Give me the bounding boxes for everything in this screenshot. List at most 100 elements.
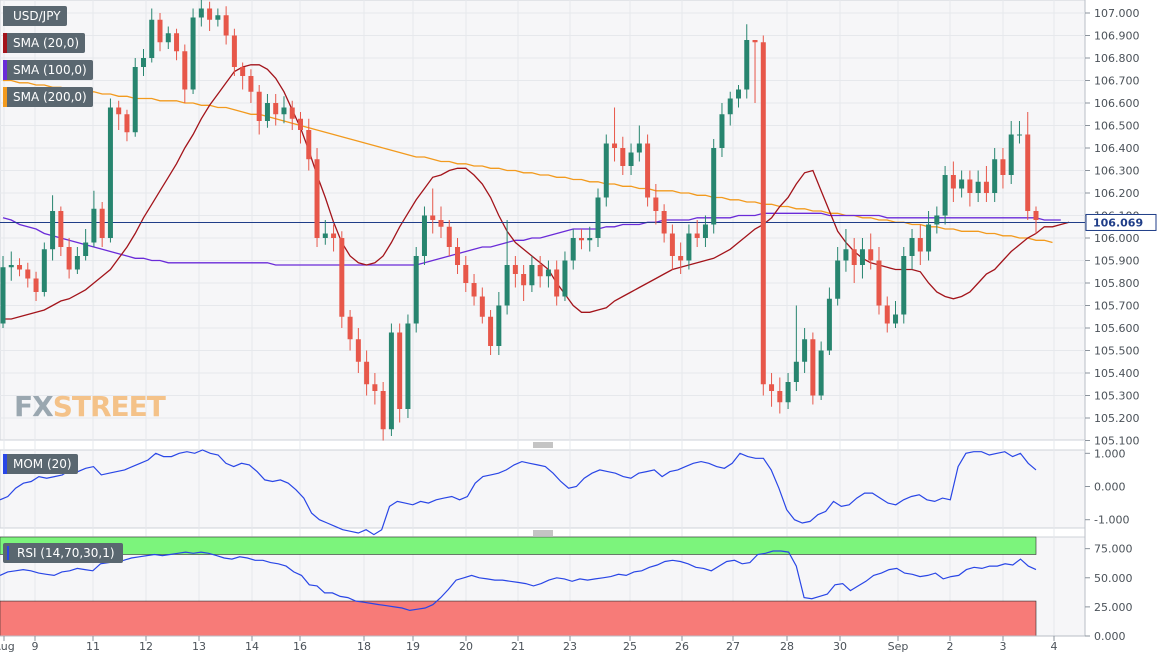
candle-body bbox=[760, 42, 766, 385]
symbol-tag[interactable]: USD/JPY bbox=[3, 6, 67, 26]
candle-body bbox=[157, 19, 163, 43]
candle-body bbox=[529, 265, 535, 286]
x-tick-label: 21 bbox=[511, 640, 525, 653]
candle-body bbox=[289, 107, 295, 119]
candle-body bbox=[504, 265, 510, 306]
x-tick-label: 19 bbox=[406, 640, 420, 653]
candle-body bbox=[793, 361, 799, 382]
candle-body bbox=[198, 8, 204, 18]
x-tick-label: 27 bbox=[726, 640, 740, 653]
candle-body bbox=[1025, 134, 1031, 211]
main-y-tick-label: 105.900 bbox=[1094, 255, 1140, 268]
candle-body bbox=[281, 107, 287, 115]
candle-body bbox=[744, 40, 750, 90]
candle-body bbox=[628, 152, 634, 166]
sma20-line bbox=[3, 64, 1070, 320]
candle-body bbox=[694, 233, 700, 238]
rsi-tag[interactable]: RSI (14,70,30,1) bbox=[3, 543, 123, 563]
candle-body bbox=[645, 143, 651, 198]
candle-body bbox=[488, 316, 494, 346]
candle-body bbox=[372, 384, 378, 391]
x-tick-label: 30 bbox=[833, 640, 847, 653]
main-y-tick-label: 105.100 bbox=[1094, 435, 1140, 448]
candle-body bbox=[826, 298, 832, 351]
candle-body bbox=[810, 339, 816, 396]
candle-body bbox=[50, 211, 56, 250]
candle-body bbox=[578, 238, 584, 241]
candle-body bbox=[58, 211, 64, 247]
candle-body bbox=[884, 305, 890, 324]
candle-body bbox=[248, 76, 254, 92]
candle-body bbox=[388, 332, 394, 430]
candle-body bbox=[455, 247, 461, 265]
x-tick-label: 11 bbox=[86, 640, 100, 653]
candle-body bbox=[545, 269, 551, 277]
candle-body bbox=[479, 296, 485, 317]
candle-body bbox=[264, 103, 270, 121]
candle-body bbox=[430, 215, 436, 220]
candle-body bbox=[99, 208, 105, 238]
moving-averages bbox=[0, 64, 1085, 320]
candle-body bbox=[727, 98, 733, 115]
candle-body bbox=[322, 233, 328, 238]
candle-body bbox=[298, 118, 304, 130]
main-pane bbox=[0, 0, 1086, 441]
x-tick-label: 18 bbox=[357, 640, 371, 653]
x-tick-label: Sep bbox=[888, 640, 909, 653]
main-y-tick-label: 105.300 bbox=[1094, 390, 1140, 403]
mom-line bbox=[0, 449, 1037, 536]
candle-body bbox=[802, 339, 808, 362]
mom-label: MOM (20) bbox=[13, 457, 72, 471]
sma20-marker bbox=[3, 33, 7, 53]
candle-body bbox=[83, 242, 89, 256]
candle-body bbox=[1008, 134, 1014, 175]
candle-body bbox=[240, 67, 246, 76]
x-tick-label: 3 bbox=[1000, 640, 1007, 653]
rsi-y-tick-label: 0.000 bbox=[1094, 630, 1126, 643]
sma100-tag[interactable]: SMA (100,0) bbox=[3, 60, 93, 80]
watermark-street: STREET bbox=[52, 390, 166, 423]
candle-body bbox=[1016, 134, 1022, 136]
main-y-tick-label: 106.300 bbox=[1094, 165, 1140, 178]
current-price-box bbox=[1085, 213, 1157, 231]
sma20-label: SMA (20,0) bbox=[13, 36, 80, 50]
sma200-tag[interactable]: SMA (200,0) bbox=[3, 87, 93, 107]
candle-body bbox=[215, 15, 221, 20]
candle-body bbox=[612, 143, 618, 148]
candle-body bbox=[256, 91, 262, 121]
mom-pane bbox=[0, 449, 1086, 529]
candle-body bbox=[661, 211, 667, 234]
candle-body bbox=[25, 269, 31, 279]
candle-body bbox=[711, 148, 717, 225]
candle-body bbox=[512, 265, 518, 274]
main-y-tick-label: 105.500 bbox=[1094, 345, 1140, 358]
main-y-tick-label: 105.800 bbox=[1094, 277, 1140, 290]
candle-body bbox=[1033, 211, 1039, 220]
main-y-tick-label: 106.200 bbox=[1094, 187, 1140, 200]
candle-body bbox=[438, 220, 444, 227]
sma100-label: SMA (100,0) bbox=[13, 63, 87, 77]
chart-grid bbox=[0, 0, 1085, 636]
candle-body bbox=[653, 197, 659, 211]
candlesticks bbox=[0, 0, 1039, 441]
mom-tag[interactable]: MOM (20) bbox=[3, 454, 78, 474]
candle-body bbox=[231, 35, 237, 67]
mom-y-tick-label: 1.000 bbox=[1094, 447, 1126, 460]
candle-body bbox=[471, 283, 477, 297]
candle-body bbox=[868, 249, 874, 261]
main-y-tick-label: 106.800 bbox=[1094, 52, 1140, 65]
main-y-tick-label: 106.700 bbox=[1094, 75, 1140, 88]
candle-body bbox=[496, 305, 502, 346]
candle-body bbox=[74, 256, 80, 270]
current-price-label: 106.069 bbox=[1093, 216, 1143, 229]
sma20-tag[interactable]: SMA (20,0) bbox=[3, 33, 86, 53]
candle-body bbox=[901, 256, 907, 315]
candle-body bbox=[917, 238, 923, 252]
candle-body bbox=[587, 238, 593, 241]
candle-body bbox=[190, 17, 196, 90]
candle-body bbox=[909, 238, 915, 256]
candle-body bbox=[554, 269, 560, 297]
sma100-line bbox=[2, 212, 1061, 266]
x-tick-label: 20 bbox=[459, 640, 473, 653]
rsi-overbought-zone bbox=[0, 536, 1037, 555]
